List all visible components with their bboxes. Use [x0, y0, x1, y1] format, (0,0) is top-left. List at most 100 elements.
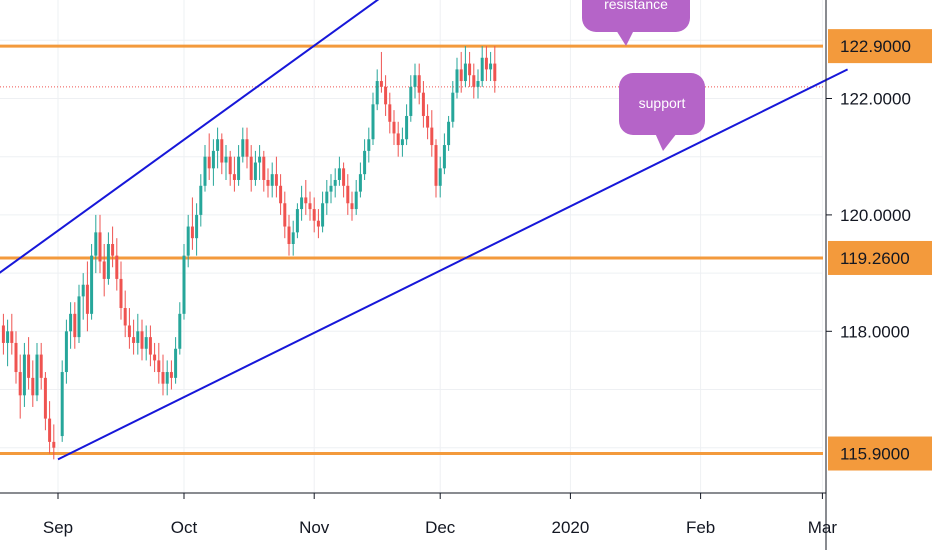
candle-down	[132, 337, 136, 343]
candle-down	[140, 331, 144, 349]
candle-up	[203, 156, 207, 186]
y-tick-label: 122.0000	[840, 90, 911, 109]
candle-up	[325, 191, 329, 204]
candle-down	[316, 220, 320, 227]
level-price-label: 115.9000	[840, 445, 910, 464]
candle-down	[102, 261, 106, 279]
candle-down	[274, 174, 278, 186]
candle-down	[98, 232, 102, 262]
candle-up	[224, 156, 228, 163]
x-tick-label: Nov	[299, 518, 330, 537]
lower-channel-line	[57, 68, 849, 461]
candle-down	[308, 203, 312, 210]
x-tick-label: Sep	[43, 518, 73, 537]
candle-up	[165, 372, 169, 384]
candle-down	[417, 75, 421, 93]
candle-up	[182, 255, 186, 314]
candle-down	[287, 226, 291, 244]
candle-up	[333, 179, 337, 186]
candle-down	[384, 86, 388, 105]
candle-down	[262, 156, 266, 180]
candle-up	[358, 174, 362, 192]
candle-down	[472, 75, 476, 87]
candle-down	[27, 354, 31, 378]
candle-down	[434, 145, 438, 186]
candle-up	[455, 69, 459, 93]
candle-down	[10, 331, 14, 343]
candle-up	[199, 185, 203, 215]
candle-down	[1, 325, 5, 343]
candle-up	[22, 354, 26, 396]
candle-up	[186, 226, 190, 256]
candle-down	[52, 441, 56, 448]
resistance-bubble	[582, 0, 690, 32]
candle-down	[18, 372, 22, 396]
candle-down	[283, 203, 287, 227]
candle-up	[337, 168, 341, 180]
y-tick-label: 118.0000	[840, 322, 910, 341]
candle-down	[388, 104, 392, 122]
candle-down	[31, 377, 35, 396]
candle-up	[413, 75, 417, 87]
candle-down	[392, 121, 396, 134]
candle-down	[153, 354, 157, 361]
candle-up	[489, 63, 493, 70]
candle-up	[216, 139, 220, 151]
upper-channel-line	[0, 0, 380, 274]
level-price-label: 119.2600	[840, 249, 910, 268]
candle-up	[211, 150, 215, 169]
candle-up	[463, 63, 467, 82]
x-tick-label: Oct	[171, 518, 198, 537]
candle-down	[279, 185, 283, 204]
candle-down	[14, 342, 18, 373]
candle-down	[396, 133, 400, 146]
candle-up	[442, 145, 446, 169]
candle-down	[148, 337, 152, 355]
candle-down	[220, 139, 224, 163]
candle-down	[228, 156, 232, 175]
candle-down	[468, 63, 472, 76]
candle-down	[161, 372, 165, 384]
candle-up	[258, 156, 262, 163]
x-tick-label: Dec	[425, 518, 456, 537]
support-bubble	[619, 73, 705, 135]
candle-up	[94, 232, 98, 256]
candle-up	[195, 214, 199, 239]
candle-up	[476, 81, 480, 87]
candle-down	[484, 57, 488, 70]
candle-down	[73, 313, 77, 338]
candle-down	[207, 156, 211, 169]
candle-up	[480, 57, 484, 82]
gridlines	[0, 0, 823, 493]
candle-up	[60, 372, 64, 437]
resistance-bubble-pointer	[616, 30, 634, 46]
candle-down	[190, 226, 194, 239]
candle-up	[329, 185, 333, 192]
candle-up	[354, 191, 358, 210]
candle-down	[459, 69, 463, 82]
candle-up	[321, 203, 325, 227]
candle-up	[237, 156, 241, 180]
candle-down	[232, 174, 236, 180]
candle-up	[144, 337, 148, 349]
candle-up	[35, 354, 39, 396]
candle-down	[350, 203, 354, 210]
candle-up	[375, 81, 379, 105]
candle-down	[245, 139, 249, 157]
resistance-label: resistance	[604, 0, 668, 12]
candle-up	[90, 255, 94, 314]
trend-channel	[0, 0, 849, 461]
candle-down	[127, 325, 131, 338]
candle-up	[367, 139, 371, 151]
level-price-tag	[828, 29, 932, 64]
candle-down	[266, 179, 270, 186]
candle-down	[249, 156, 253, 180]
level-price-tag	[828, 240, 932, 275]
candle-down	[169, 372, 173, 378]
candle-down	[115, 255, 119, 279]
candle-up	[178, 313, 182, 349]
candle-up	[253, 162, 257, 180]
